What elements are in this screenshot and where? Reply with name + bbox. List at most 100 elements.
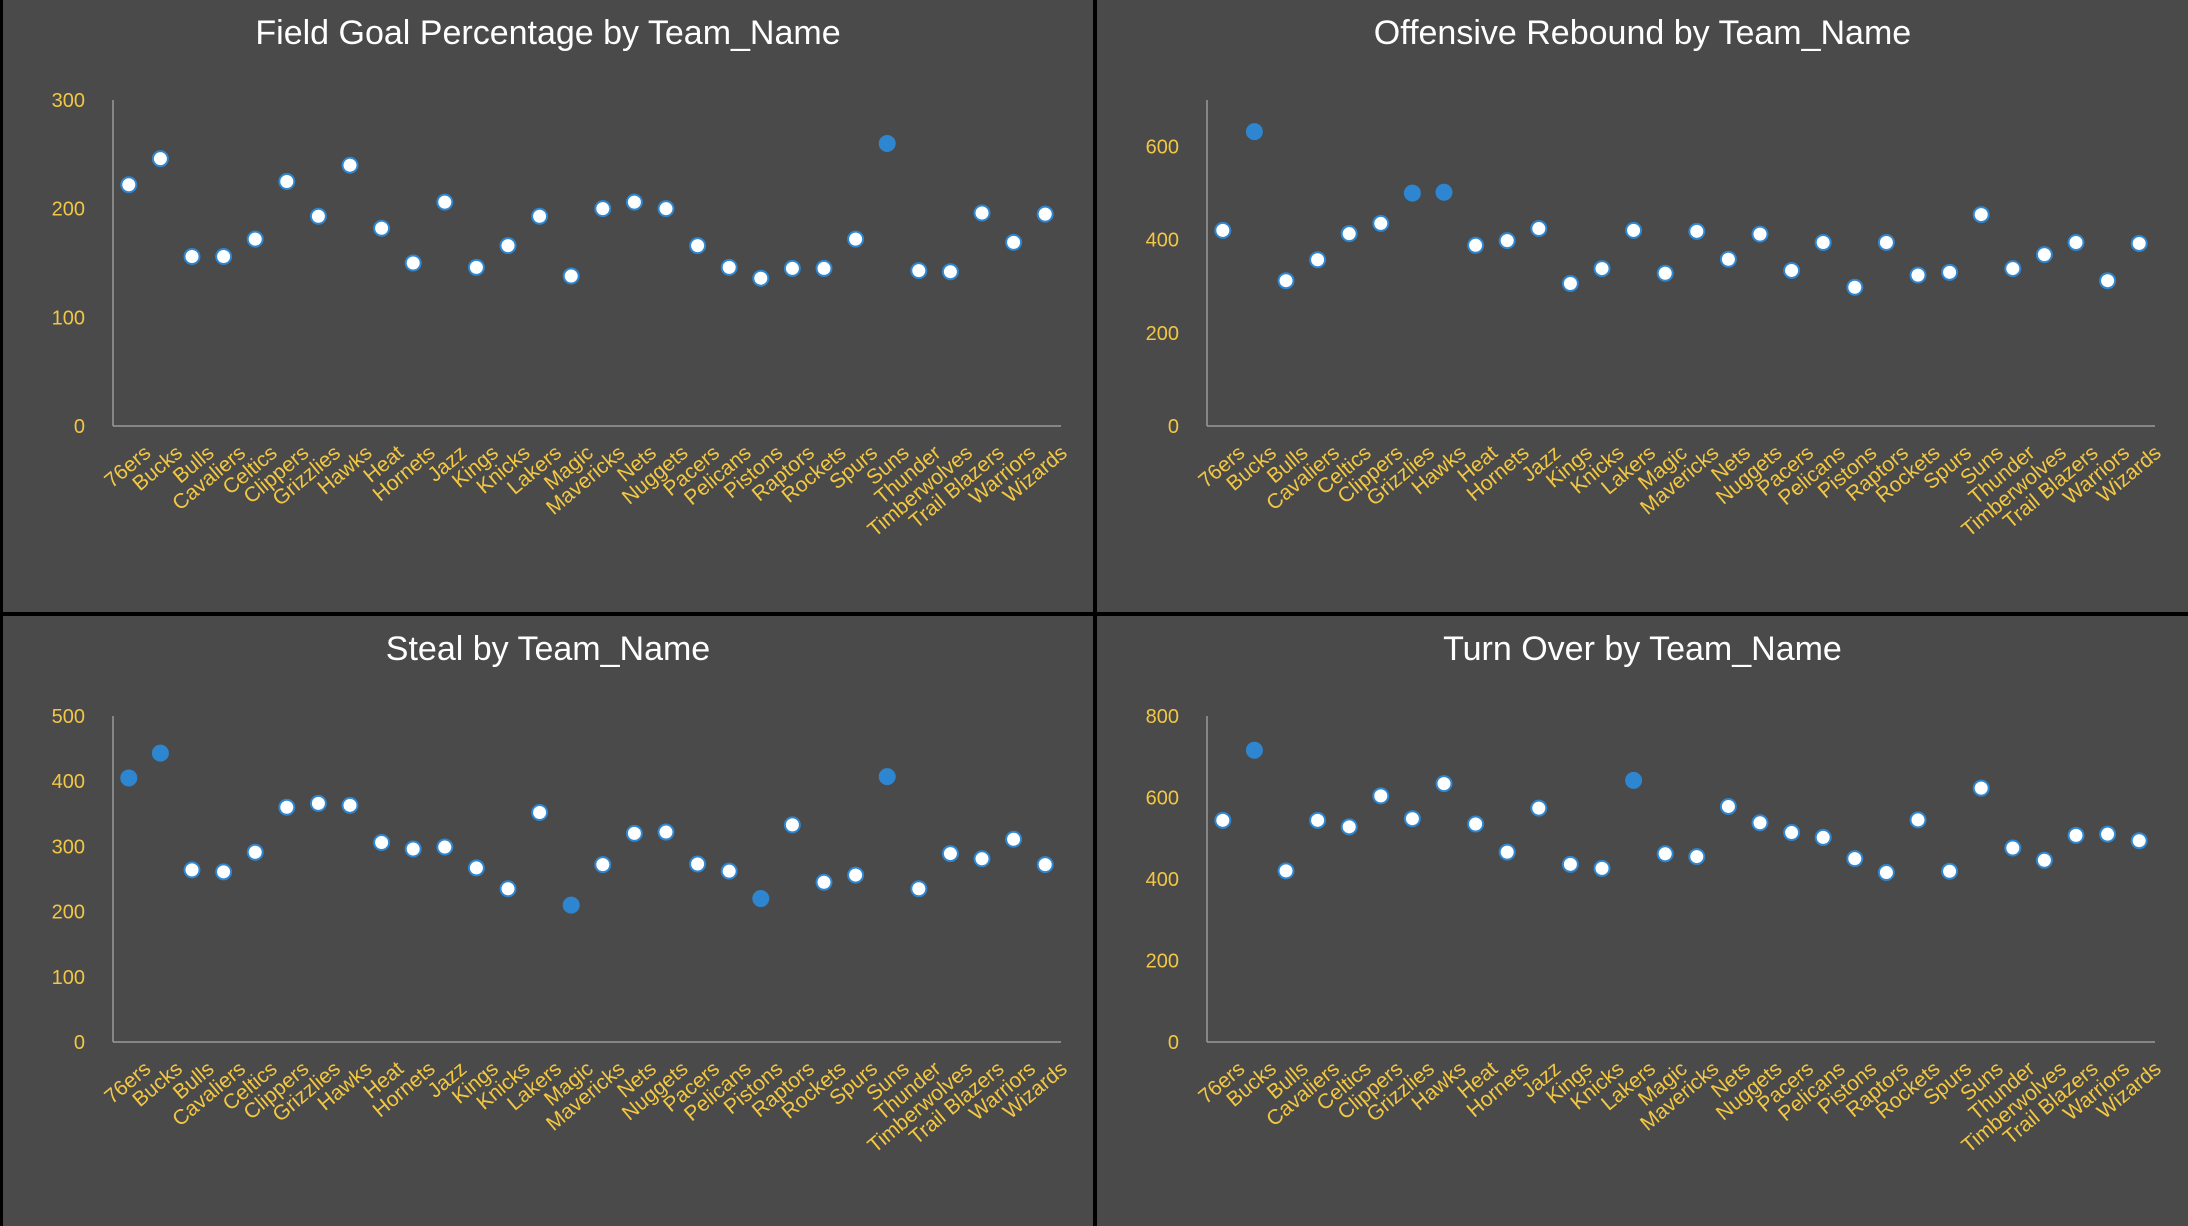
data-point-hawks[interactable]: Hawks: 634 [1435,775,1453,793]
data-point-spurs[interactable]: Spurs: 256 [847,866,865,884]
data-point-nuggets[interactable]: Nuggets: 412 [1751,225,1769,243]
data-point-knicks[interactable]: Knicks: 166 [499,237,517,255]
data-point-bulls[interactable]: Bulls: 156 [183,247,201,265]
data-point-warriors[interactable]: Warriors: 169 [1005,233,1023,251]
data-point-cavaliers[interactable]: Cavaliers: 544 [1309,811,1327,829]
data-point-bucks[interactable]: Bucks: 632 [1245,123,1263,141]
data-point-clippers[interactable]: Clippers: 360 [278,798,296,816]
data-point-rockets[interactable]: Rockets: 324 [1909,266,1927,284]
data-point-pacers[interactable]: Pacers: 273 [689,855,707,873]
data-point-warriors[interactable]: Warriors: 312 [2099,272,2117,290]
data-point-bulls[interactable]: Bulls: 420 [1277,862,1295,880]
data-point-nuggets[interactable]: Nuggets: 200 [657,200,675,218]
data-point-celtics[interactable]: Celtics: 528 [1340,818,1358,836]
data-point-76ers[interactable]: 76ers: 222 [120,176,138,194]
data-point-hawks[interactable]: Hawks: 240 [341,156,359,174]
data-point-hornets[interactable]: Hornets: 150 [404,254,422,272]
data-point-knicks[interactable]: Knicks: 235 [499,880,517,898]
data-point-pelicans[interactable]: Pelicans: 502 [1814,828,1832,846]
data-point-jazz[interactable]: Jazz: 299 [436,838,454,856]
data-point-suns[interactable]: Suns: 623 [1972,779,1990,797]
data-point-warriors[interactable]: Warriors: 510 [2099,825,2117,843]
data-point-raptors[interactable]: Raptors: 145 [783,259,801,277]
data-point-nuggets[interactable]: Nuggets: 322 [657,823,675,841]
data-point-76ers[interactable]: 76ers: 405 [120,769,138,787]
data-point-rockets[interactable]: Rockets: 245 [815,873,833,891]
data-point-grizzlies[interactable]: Grizzlies: 193 [309,207,327,225]
data-point-mavericks[interactable]: Mavericks: 455 [1688,848,1706,866]
data-point-heat[interactable]: Heat: 535 [1467,815,1485,833]
data-point-grizzlies[interactable]: Grizzlies: 366 [309,794,327,812]
data-point-spurs[interactable]: Spurs: 172 [847,230,865,248]
data-point-timberwolves[interactable]: Timberwolves: 368 [2035,246,2053,264]
data-point-jazz[interactable]: Jazz: 424 [1530,220,1548,238]
data-point-pelicans[interactable]: Pelicans: 394 [1814,234,1832,252]
data-point-cavaliers[interactable]: Cavaliers: 357 [1309,251,1327,269]
data-point-clippers[interactable]: Clippers: 435 [1372,214,1390,232]
data-point-pelicans[interactable]: Pelicans: 146 [720,258,738,276]
data-point-knicks[interactable]: Knicks: 338 [1593,260,1611,278]
data-point-pacers[interactable]: Pacers: 514 [1783,824,1801,842]
data-point-pistons[interactable]: Pistons: 136 [752,269,770,287]
data-point-trail-blazers[interactable]: Trail Blazers: 281 [973,850,991,868]
data-point-pistons[interactable]: Pistons: 220 [752,890,770,908]
data-point-suns[interactable]: Suns: 260 [878,134,896,152]
data-point-bucks[interactable]: Bucks: 443 [151,744,169,762]
data-point-bucks[interactable]: Bucks: 716 [1245,741,1263,759]
data-point-kings[interactable]: Kings: 436 [1561,855,1579,873]
data-point-lakers[interactable]: Lakers: 420 [1625,221,1643,239]
data-point-mavericks[interactable]: Mavericks: 272 [594,856,612,874]
data-point-76ers[interactable]: 76ers: 420 [1214,221,1232,239]
data-point-spurs[interactable]: Spurs: 419 [1941,862,1959,880]
data-point-hornets[interactable]: Hornets: 398 [1498,232,1516,250]
data-point-hawks[interactable]: Hawks: 363 [341,796,359,814]
data-point-mavericks[interactable]: Mavericks: 418 [1688,222,1706,240]
data-point-grizzlies[interactable]: Grizzlies: 500 [1403,184,1421,202]
data-point-wizards[interactable]: Wizards: 195 [1036,205,1054,223]
data-point-raptors[interactable]: Raptors: 416 [1877,863,1895,881]
data-point-heat[interactable]: Heat: 388 [1467,236,1485,254]
data-point-rockets[interactable]: Rockets: 545 [1909,811,1927,829]
data-point-bulls[interactable]: Bulls: 264 [183,861,201,879]
data-point-celtics[interactable]: Celtics: 413 [1340,225,1358,243]
data-point-nets[interactable]: Nets: 358 [1719,250,1737,268]
data-point-celtics[interactable]: Celtics: 291 [246,843,264,861]
data-point-nets[interactable]: Nets: 206 [625,193,643,211]
data-point-magic[interactable]: Magic: 138 [562,267,580,285]
data-point-hawks[interactable]: Hawks: 502 [1435,183,1453,201]
data-point-pacers[interactable]: Pacers: 166 [689,237,707,255]
data-point-trail-blazers[interactable]: Trail Blazers: 394 [2067,234,2085,252]
data-point-76ers[interactable]: 76ers: 544 [1214,811,1232,829]
data-point-bucks[interactable]: Bucks: 246 [151,150,169,168]
data-point-mavericks[interactable]: Mavericks: 200 [594,200,612,218]
data-point-pistons[interactable]: Pistons: 450 [1846,850,1864,868]
data-point-heat[interactable]: Heat: 306 [373,833,391,851]
data-point-hornets[interactable]: Hornets: 296 [404,840,422,858]
data-point-celtics[interactable]: Celtics: 172 [246,230,264,248]
data-point-suns[interactable]: Suns: 454 [1972,206,1990,224]
data-point-jazz[interactable]: Jazz: 206 [436,193,454,211]
data-point-lakers[interactable]: Lakers: 352 [531,803,549,821]
data-point-magic[interactable]: Magic: 210 [562,896,580,914]
data-point-pacers[interactable]: Pacers: 334 [1783,261,1801,279]
data-point-nets[interactable]: Nets: 320 [625,824,643,842]
data-point-grizzlies[interactable]: Grizzlies: 548 [1403,810,1421,828]
data-point-wizards[interactable]: Wizards: 392 [2130,234,2148,252]
data-point-cavaliers[interactable]: Cavaliers: 261 [215,863,233,881]
data-point-suns[interactable]: Suns: 407 [878,768,896,786]
data-point-jazz[interactable]: Jazz: 574 [1530,799,1548,817]
data-point-bulls[interactable]: Bulls: 312 [1277,272,1295,290]
data-point-nuggets[interactable]: Nuggets: 538 [1751,814,1769,832]
data-point-wizards[interactable]: Wizards: 494 [2130,832,2148,850]
data-point-trail-blazers[interactable]: Trail Blazers: 507 [2067,826,2085,844]
data-point-warriors[interactable]: Warriors: 311 [1005,830,1023,848]
data-point-trail-blazers[interactable]: Trail Blazers: 196 [973,204,991,222]
data-point-cavaliers[interactable]: Cavaliers: 156 [215,247,233,265]
data-point-lakers[interactable]: Lakers: 193 [531,207,549,225]
data-point-raptors[interactable]: Raptors: 394 [1877,234,1895,252]
data-point-heat[interactable]: Heat: 182 [373,219,391,237]
data-point-timberwolves[interactable]: Timberwolves: 289 [941,845,959,863]
data-point-hornets[interactable]: Hornets: 466 [1498,843,1516,861]
data-point-kings[interactable]: Kings: 146 [467,258,485,276]
data-point-magic[interactable]: Magic: 462 [1656,845,1674,863]
